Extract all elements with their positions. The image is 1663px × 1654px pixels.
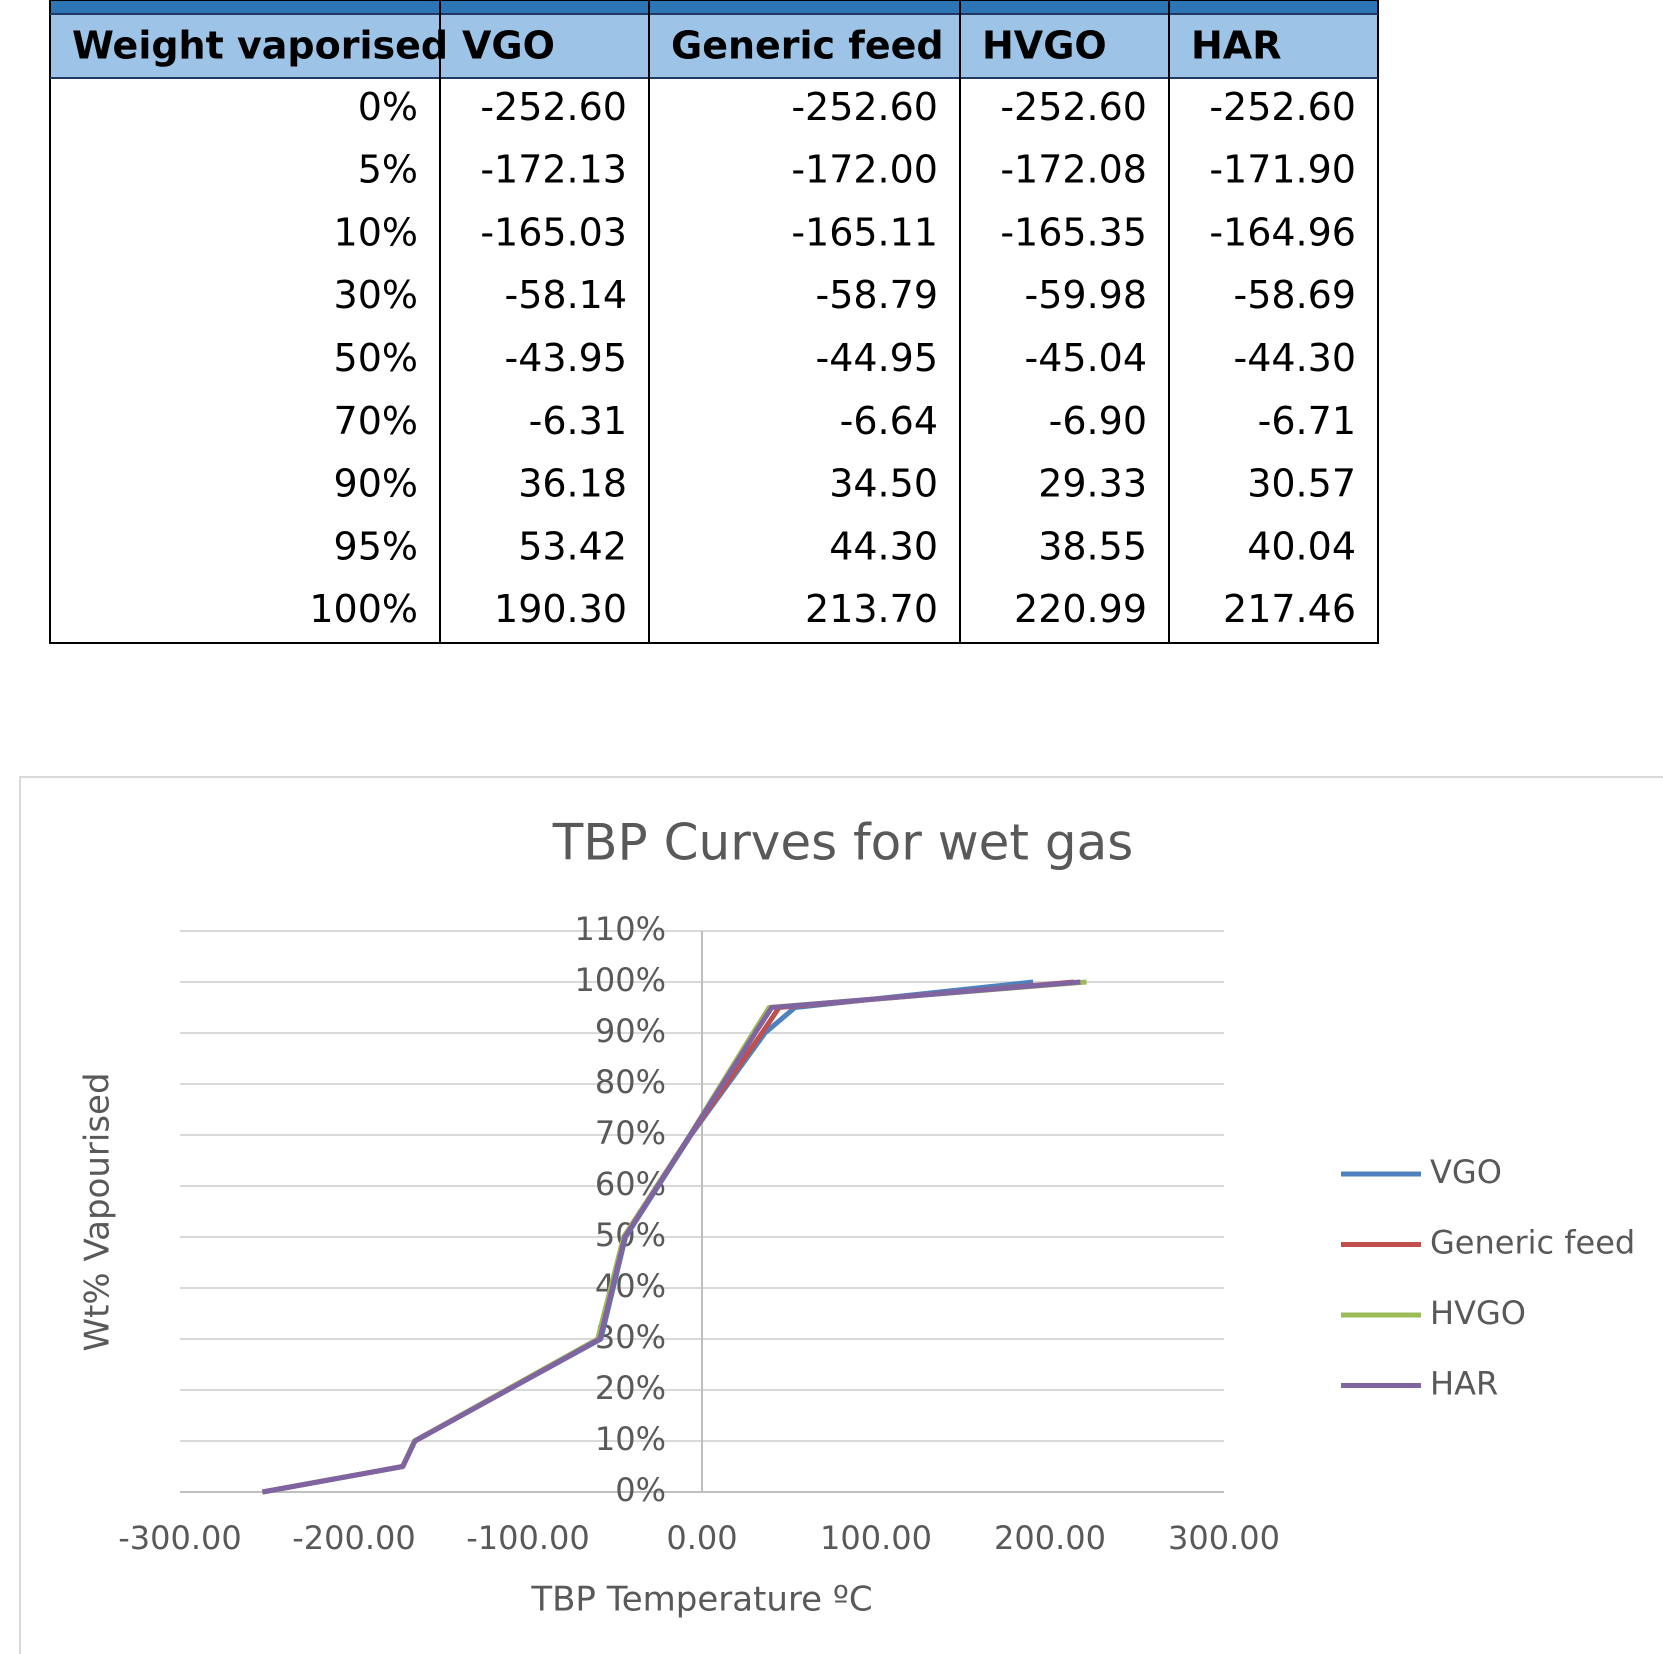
table-cell: 53.42 [518,524,627,568]
table-cell: 44.30 [829,524,938,568]
table-cell: -165.03 [480,210,627,254]
table-cell: 10% [334,210,418,254]
y-tick-label: 80% [595,1063,666,1101]
y-tick-label: 100% [575,961,666,999]
table-cell: -6.64 [840,399,938,443]
table-cell: -44.95 [816,336,939,380]
table-cell: 220.99 [1014,587,1147,631]
table-cell: 190.30 [494,587,627,631]
header-row [50,14,1378,78]
legend-label: HVGO [1430,1294,1526,1332]
table-cell: -58.79 [816,273,939,317]
y-axis-label: Wt% Vapourised [78,1072,118,1351]
table-cell: -45.04 [1025,336,1148,380]
table-cell: -252.60 [480,85,627,129]
table-cell: -44.30 [1234,336,1357,380]
x-axis-label: TBP Temperature ºC [530,1580,872,1620]
x-tick-label: -300.00 [118,1519,242,1557]
x-tick-label: 200.00 [994,1519,1106,1557]
table-cell: 29.33 [1038,462,1147,506]
table-cell: -172.13 [480,148,627,192]
x-tick-label: 100.00 [820,1519,932,1557]
table-cell: -171.90 [1209,148,1356,192]
table-cell: -172.08 [1000,148,1147,192]
y-tick-label: 0% [615,1471,666,1509]
column-header: Generic feed [671,24,944,68]
table-cell: -172.00 [791,148,938,192]
table-cell: 5% [358,148,418,192]
table-cell: 70% [334,399,418,443]
table-border [49,0,1379,644]
y-tick-label: 20% [595,1369,666,1407]
table-cell: -165.35 [1000,210,1147,254]
table-cell: -6.90 [1049,399,1147,443]
table-cell: 40.04 [1247,524,1356,568]
y-tick-label: 70% [595,1114,666,1152]
y-tick-label: 50% [595,1216,666,1254]
table-cell: 38.55 [1038,524,1147,568]
y-tick-label: 90% [595,1012,666,1050]
table-cell: -6.71 [1258,399,1356,443]
table-cell: -252.60 [1000,85,1147,129]
legend-label: Generic feed [1430,1224,1635,1262]
table-cell: -58.14 [505,273,628,317]
x-tick-label: 300.00 [1168,1519,1280,1557]
table-cell: 30% [334,273,418,317]
table-cell: 90% [334,462,418,506]
table-cell: -252.60 [791,85,938,129]
column-header: Weight vaporised [72,24,448,68]
legend-label: HAR [1430,1365,1498,1403]
table-cell: 217.46 [1223,587,1356,631]
table-cell: -6.31 [529,399,627,443]
table-cell: -165.11 [791,210,938,254]
x-tick-label: -100.00 [466,1519,590,1557]
table-cell: -252.60 [1209,85,1356,129]
table-cell: 95% [334,524,418,568]
y-tick-label: 10% [595,1420,666,1458]
x-tick-label: -200.00 [292,1519,416,1557]
top-band [50,0,1378,14]
table-cell: -59.98 [1025,273,1148,317]
table-cell: -164.96 [1209,210,1356,254]
column-header: VGO [462,24,555,68]
series-line [262,979,1081,1495]
column-header: HAR [1191,24,1281,68]
table-cell: 34.50 [829,462,938,506]
table-cell: 36.18 [518,462,627,506]
table-cell: 30.57 [1247,462,1356,506]
table-cell: -43.95 [505,336,628,380]
chart-frame [19,776,1663,1654]
table-cell: 213.70 [805,587,938,631]
table-cell: -58.69 [1234,273,1357,317]
x-tick-label: 0.00 [666,1519,737,1557]
y-tick-label: 110% [575,910,666,948]
table-cell: 100% [309,587,418,631]
column-header: HVGO [982,24,1107,68]
table-cell: 50% [334,336,418,380]
table-cell: 0% [358,85,418,129]
chart-title: TBP Curves for wet gas [552,814,1134,872]
legend-label: VGO [1430,1153,1502,1191]
